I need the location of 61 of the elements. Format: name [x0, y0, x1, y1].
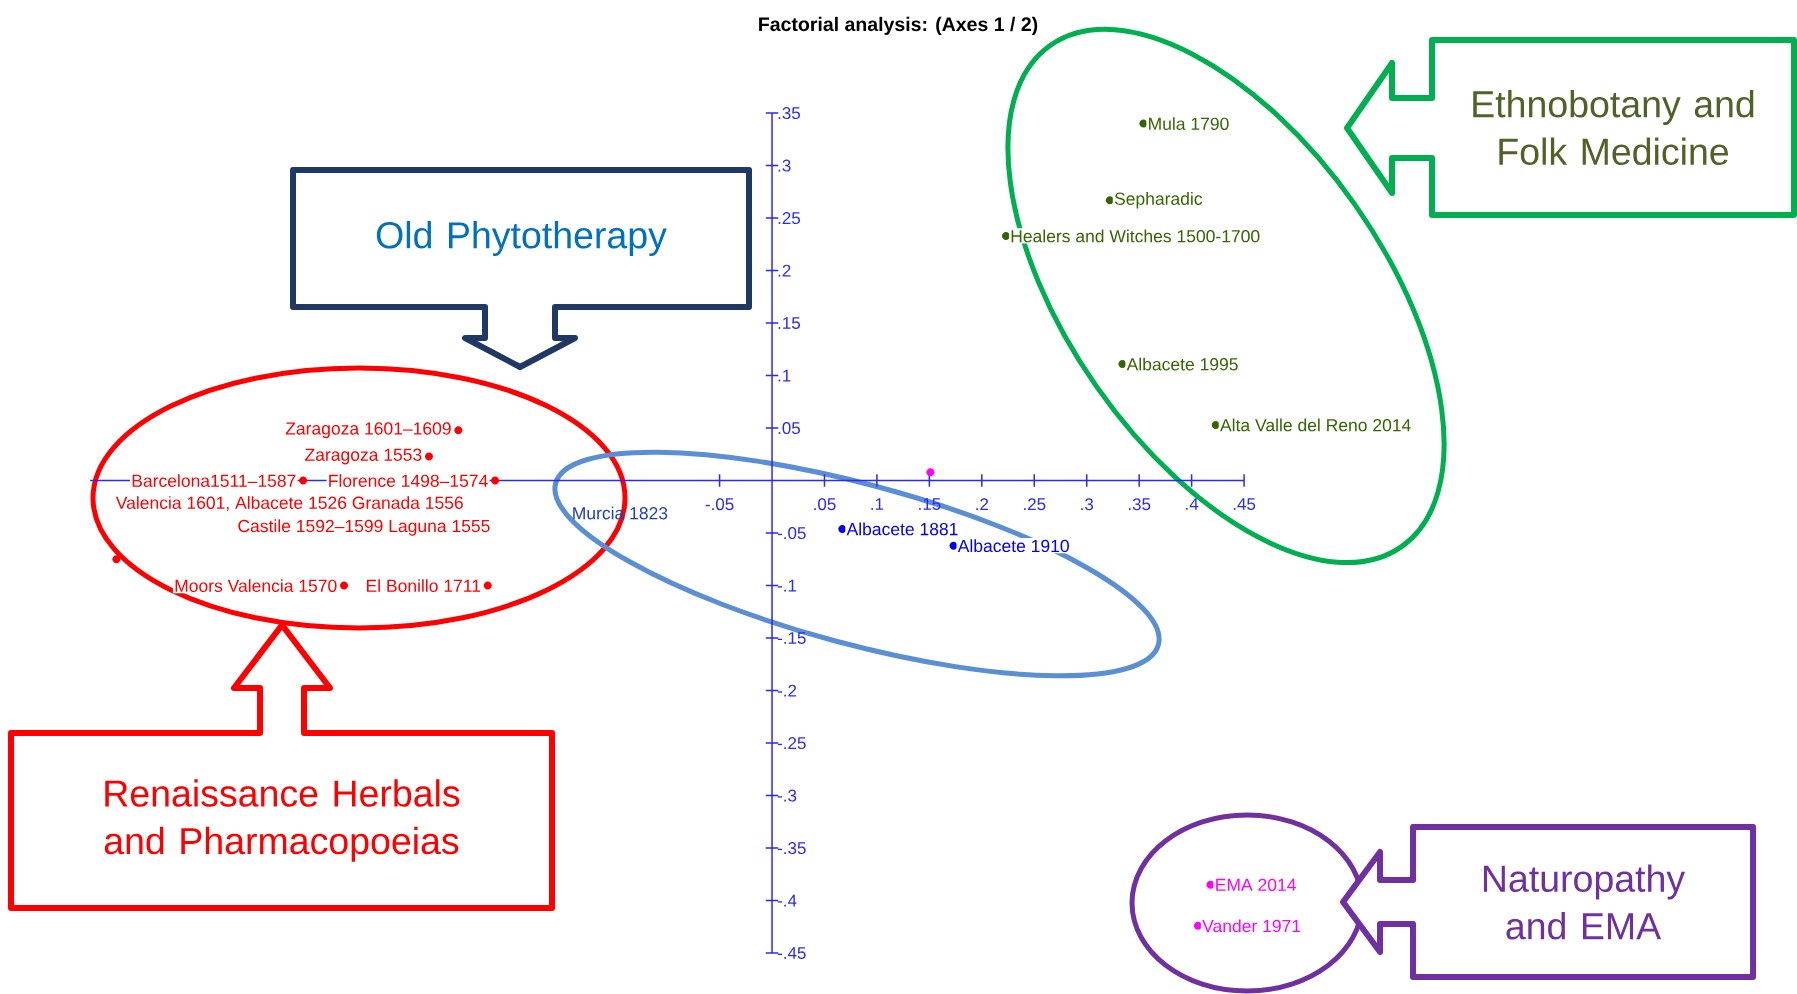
- annotation: Renaissance Herbals and Pharmacopoeias: [104, 779, 460, 862]
- point: [112, 555, 121, 564]
- point: [1211, 420, 1220, 429]
- point: [1193, 921, 1202, 930]
- point: [491, 476, 500, 485]
- annotation: Sepharadic: [1114, 192, 1203, 209]
- y-tick-label: .15: [778, 317, 801, 330]
- y-tick-label: .25: [778, 212, 801, 225]
- annotation: El Bonillo 1711: [366, 579, 481, 593]
- annotation: EMA 2014: [1216, 878, 1296, 892]
- y-tick-label: -.4: [777, 894, 797, 907]
- point: [424, 452, 433, 461]
- annotation: Healers and Witches 1500-1700: [1011, 229, 1260, 243]
- x-tick-label: .1: [871, 498, 884, 510]
- annotation: Valencia 1601, Albacete 1526 Granada 1556: [115, 496, 463, 512]
- y-tick-label: -.45: [777, 947, 806, 960]
- y-tick-label: -.25: [777, 737, 806, 750]
- annotation: Zaragoza 1553: [305, 448, 422, 465]
- annotation: Albacete 1995: [1126, 357, 1238, 371]
- annotation: Florence 1498–1574: [329, 474, 488, 488]
- annotation: Castile 1592–1599 Laguna 1555: [238, 519, 490, 536]
- x-tick-label: .35: [1128, 498, 1151, 511]
- point: [299, 476, 308, 485]
- point: [1206, 880, 1215, 889]
- annotation: Alta Valle del Reno 2014: [1220, 418, 1411, 432]
- annotation: Zaragoza 1601–1609: [285, 422, 451, 439]
- point: [838, 524, 847, 533]
- y-tick-label: .3: [778, 159, 791, 172]
- point: [1001, 231, 1010, 240]
- annotation: Vander 1971: [1202, 919, 1301, 933]
- y-tick-label: .2: [778, 264, 791, 277]
- x-tick-label: -.05: [705, 498, 734, 511]
- x-tick-label: .25: [1024, 498, 1046, 511]
- point: [483, 581, 492, 590]
- annotation: Old Phytotherapy: [376, 221, 667, 256]
- y-tick-label: -.35: [777, 842, 806, 855]
- x-tick-label: .2: [976, 498, 989, 511]
- annotation: Moors Valencia 1570: [175, 579, 337, 593]
- y-tick-label: -.15: [777, 632, 806, 645]
- x-tick-label: .4: [1186, 498, 1199, 510]
- x-tick-label: .45: [1233, 498, 1256, 511]
- x-tick-label: .3: [1081, 498, 1094, 511]
- chart-title: Factorial analysis: (Axes 1 / 2): [759, 16, 1038, 35]
- point: [926, 468, 935, 477]
- y-tick-label: -.1: [777, 579, 797, 592]
- point: [1105, 196, 1114, 205]
- y-tick-label: -.3: [777, 789, 797, 802]
- y-tick-label: .1: [778, 369, 791, 382]
- x-tick-label: .05: [814, 498, 836, 511]
- annotation: Albacete 1881: [846, 522, 958, 536]
- annotation: Albacete 1910: [957, 539, 1069, 553]
- annotation: Mula 1790: [1149, 117, 1229, 130]
- annotation: Barcelona1511–1587: [132, 474, 296, 488]
- point: [454, 426, 463, 435]
- text: Ethnobotany and Folk Medicine: [1473, 89, 1754, 165]
- y-tick-label: -.2: [777, 684, 797, 697]
- y-tick-label: -.05: [777, 527, 806, 540]
- text: Naturopathy and EMA: [1483, 864, 1686, 940]
- y-tick-label: .35: [778, 107, 801, 120]
- y-tick-label: .05: [778, 422, 801, 435]
- point: [340, 581, 349, 590]
